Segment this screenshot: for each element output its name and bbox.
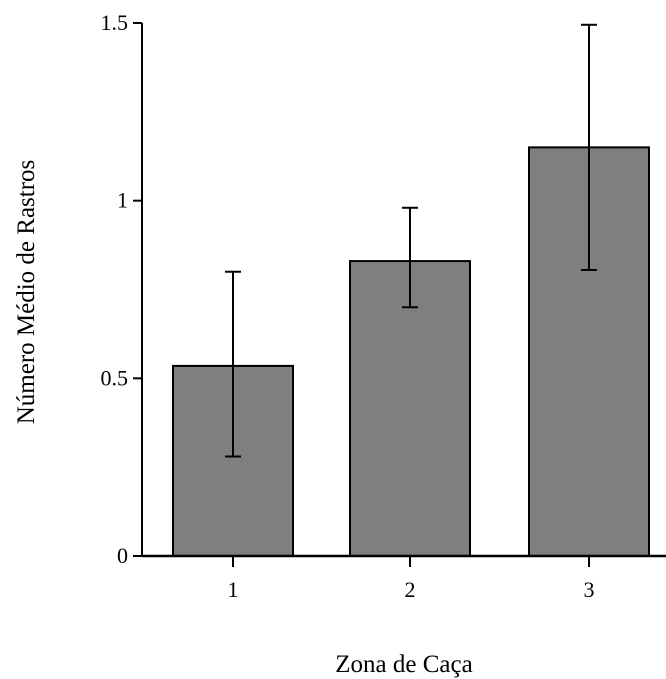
y-tick-label: 1.5 bbox=[101, 10, 129, 35]
x-ticks-group: 1 2 3 bbox=[228, 556, 595, 602]
y-tick-label: 0.5 bbox=[101, 365, 129, 390]
y-axis-title: Número Médio de Rastros bbox=[13, 160, 40, 425]
bar-2 bbox=[349, 260, 471, 557]
y-tick-label: 0 bbox=[117, 543, 128, 568]
error-bars-group bbox=[225, 23, 597, 458]
x-tick-label: 3 bbox=[584, 577, 595, 602]
x-tick-label: 2 bbox=[405, 577, 416, 602]
y-tick-label: 1 bbox=[117, 188, 128, 213]
x-axis-title: Zona de Caça bbox=[335, 651, 472, 678]
y-ticks-group: 0 0.5 1 1.5 bbox=[101, 10, 142, 568]
x-tick-label: 1 bbox=[228, 577, 239, 602]
